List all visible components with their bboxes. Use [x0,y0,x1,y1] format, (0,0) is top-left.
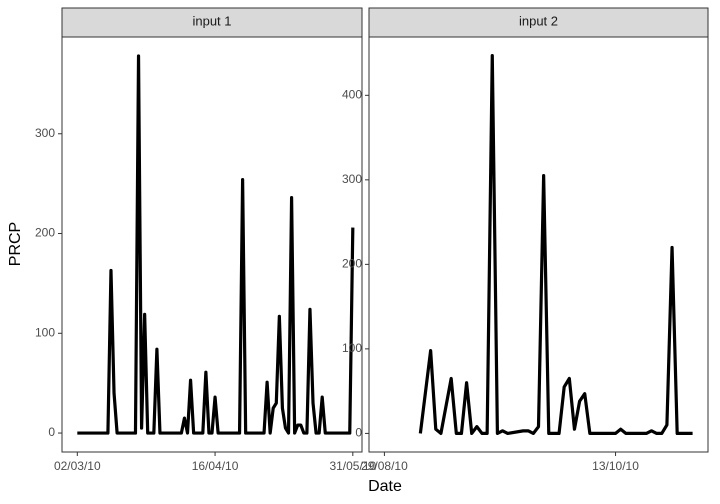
strip [368,7,709,38]
y-tick-label: 400 [342,87,362,101]
strip-label: input 2 [519,13,558,28]
y-tick-label: 200 [342,257,362,271]
y-axis-title: PRCP [7,222,24,266]
y-tick-label: 300 [342,172,362,186]
y-tick-label: 100 [342,341,362,355]
x-axis-title: Date [368,478,402,495]
x-tick-label: 16/04/10 [192,459,239,473]
panel-border [368,36,709,453]
y-tick-label: 100 [35,325,55,339]
strip-label: input 1 [192,13,231,28]
x-tick-label: 31/05/10 [329,459,376,473]
panel [62,37,362,452]
x-tick-label: 13/10/10 [592,459,639,473]
x-tick-label: 02/03/10 [54,459,101,473]
x-tick-label: 29/08/10 [361,459,408,473]
panel-border [61,36,363,453]
y-tick-label: 0 [355,426,362,440]
data-line [418,53,693,436]
y-tick-label: 200 [35,226,55,240]
y-tick-label: 0 [48,425,55,439]
strip [61,7,363,38]
data-line [77,54,355,435]
y-tick-label: 300 [35,126,55,140]
